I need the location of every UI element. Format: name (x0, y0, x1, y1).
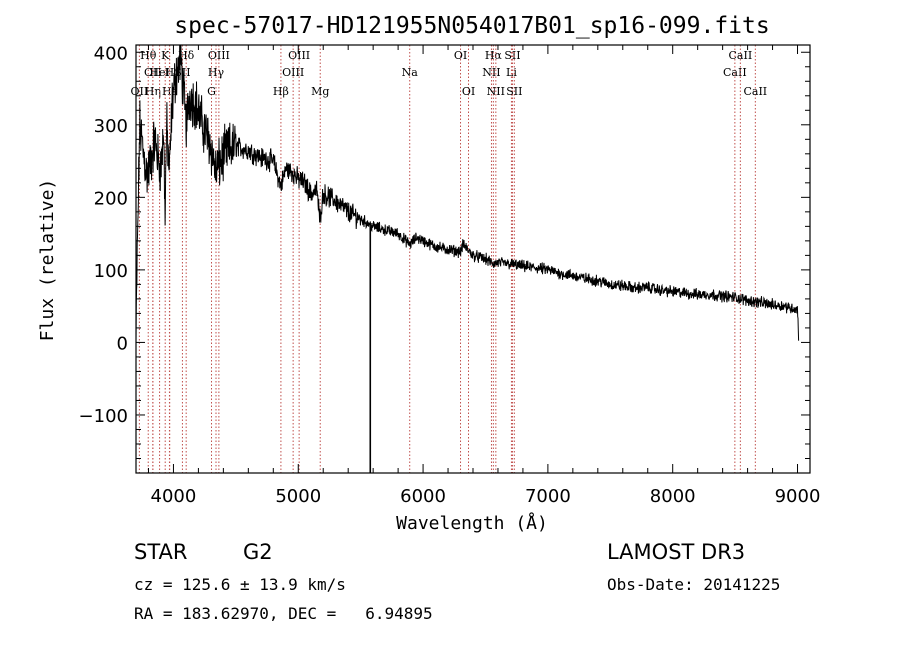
marker-label-20: NII (482, 66, 500, 79)
object-class: STAR (134, 540, 188, 564)
marker-label-24: SII (504, 49, 520, 62)
marker-label-16: Mg (311, 85, 329, 98)
marker-label-25: SII (506, 85, 522, 98)
marker-label-3: Hη (145, 85, 161, 98)
y-tick-label-3: 200 (94, 188, 128, 209)
marker-label-19: OI (462, 85, 475, 98)
marker-label-15: OIII (288, 49, 310, 62)
marker-label-26: CaII (723, 66, 747, 79)
y-axis-label: Flux (relative) (37, 179, 58, 342)
marker-label-2: OII (144, 66, 162, 79)
x-tick-label-4: 8000 (650, 486, 696, 507)
x-tick-label-1: 5000 (275, 486, 321, 507)
coordinates: RA = 183.62970, DEC = 6.94895 (134, 604, 433, 623)
x-tick-label-3: 7000 (525, 486, 571, 507)
x-axis-label: Wavelength (Å) (396, 512, 548, 534)
marker-label-1: Hθ (140, 49, 157, 62)
spectrum-line (135, 44, 800, 341)
y-tick-label-4: 300 (94, 116, 128, 137)
spectrum-series (135, 44, 800, 473)
y-tick-label-0: −100 (79, 406, 128, 427)
marker-label-11: Hγ (208, 66, 225, 79)
obs-date: Obs-Date: 20141225 (607, 575, 781, 594)
chart-title: spec-57017-HD121955N054017B01_sp16-099.f… (174, 13, 769, 39)
marker-label-28: CaII (743, 85, 767, 98)
marker-label-5: K (161, 49, 170, 62)
plot-frame (135, 44, 811, 474)
marker-label-27: CaII (729, 49, 753, 62)
object-subclass: G2 (243, 540, 273, 564)
marker-label-0: OII (131, 85, 149, 98)
marker-label-13: Hβ (273, 85, 289, 98)
marker-label-10: G (207, 85, 216, 98)
y-tick-label-2: 100 (94, 261, 128, 282)
survey-label: LAMOST DR3 (607, 540, 746, 564)
marker-label-23: Li (506, 66, 517, 79)
y-tick-label-1: 0 (117, 333, 128, 354)
marker-label-21: Hα (485, 49, 503, 62)
marker-label-14: OIII (282, 66, 304, 79)
marker-label-17: Na (402, 66, 419, 79)
redshift-value: cz = 125.6 ± 13.9 km/s (134, 575, 346, 594)
marker-label-12: OIII (208, 49, 230, 62)
marker-label-4: HeI (149, 66, 169, 79)
x-tick-label-2: 6000 (400, 486, 446, 507)
x-tick-label-5: 9000 (775, 486, 821, 507)
marker-label-7: H (165, 66, 175, 79)
x-tick-label-0: 4000 (151, 486, 197, 507)
marker-label-22: NII (487, 85, 505, 98)
marker-label-18: OI (454, 49, 467, 62)
axis-ticks: 4000 5000 6000 7000 8000 9000 −100 0 100 200 300 40… (79, 43, 821, 507)
y-tick-label-5: 400 (94, 43, 128, 64)
